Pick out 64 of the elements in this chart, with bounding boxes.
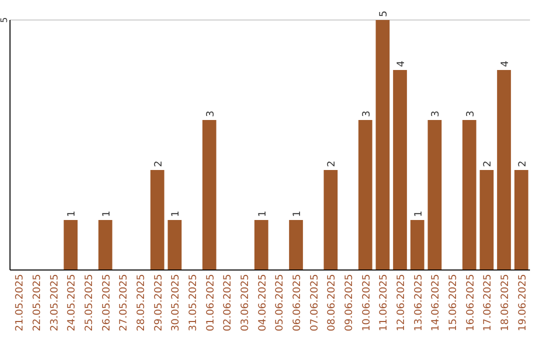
data-label: 1: [413, 210, 424, 217]
data-label: 5: [378, 10, 390, 17]
data-label: 4: [396, 60, 407, 67]
data-label: 2: [482, 160, 494, 167]
bar: [497, 70, 511, 270]
x-tick-label: 16.06.2025: [465, 274, 476, 332]
bar: [254, 220, 268, 270]
x-tick-label: 12.06.2025: [396, 274, 407, 332]
x-tick-label: 25.05.2025: [84, 274, 95, 332]
x-tick-label: 04.06.2025: [257, 274, 268, 332]
bar: [98, 220, 112, 270]
x-tick-label: 01.06.2025: [205, 274, 216, 332]
bar: [168, 220, 182, 270]
bar: [150, 170, 164, 270]
data-label: 1: [101, 210, 112, 217]
x-tick-label: 18.06.2025: [500, 274, 511, 332]
bar: [358, 120, 372, 270]
x-tick-label: 11.06.2025: [378, 274, 390, 332]
x-tick-label: 15.06.2025: [448, 274, 459, 332]
x-tick-label: 03.06.2025: [240, 274, 251, 332]
bar: [514, 170, 528, 270]
x-tick-label: 28.05.2025: [136, 274, 147, 332]
data-label: 3: [361, 110, 372, 117]
data-label: 3: [205, 110, 216, 117]
x-tick-label: 31.05.2025: [188, 274, 199, 332]
data-label: 3: [430, 110, 442, 117]
x-tick-label: 27.05.2025: [118, 274, 130, 332]
x-tick-label: 19.06.2025: [517, 274, 528, 332]
data-label: 2: [153, 160, 164, 167]
bar: [324, 170, 338, 270]
x-tick-label: 22.05.2025: [32, 274, 43, 332]
bar: [428, 120, 442, 270]
x-tick-label: 06.06.2025: [292, 274, 303, 332]
data-label: 1: [257, 210, 268, 217]
x-tick-label: 02.06.2025: [222, 274, 234, 332]
x-tick-label: 21.05.2025: [14, 274, 26, 332]
data-label: 1: [170, 210, 182, 217]
data-label: 1: [66, 210, 78, 217]
x-tick-label: 30.05.2025: [170, 274, 182, 332]
data-label: 3: [465, 110, 476, 117]
x-tick-label: 08.06.2025: [326, 274, 338, 332]
bar: [480, 170, 494, 270]
x-tick-label: 05.06.2025: [274, 274, 286, 332]
data-label: 4: [500, 60, 511, 67]
bar: [289, 220, 303, 270]
x-tick-label: 14.06.2025: [430, 274, 442, 332]
x-tick-label: 24.05.2025: [66, 274, 78, 332]
x-tick-label: 09.06.2025: [344, 274, 355, 332]
x-tick-label: 13.06.2025: [413, 274, 424, 332]
x-tick-label: 23.05.2025: [49, 274, 60, 332]
x-tick-label: 10.06.2025: [361, 274, 372, 332]
x-tick-label: 07.06.2025: [309, 274, 320, 332]
data-label: 2: [326, 160, 338, 167]
bar: [393, 70, 407, 270]
bar: [64, 220, 78, 270]
x-tick-label: 17.06.2025: [482, 274, 494, 332]
bar: [462, 120, 476, 270]
data-label: 1: [292, 210, 303, 217]
bar: [202, 120, 216, 270]
bar: [410, 220, 424, 270]
x-tick-label: 29.05.2025: [153, 274, 164, 332]
bar: [376, 20, 390, 270]
data-label: 2: [517, 160, 528, 167]
x-tick-label: 26.05.2025: [101, 274, 112, 332]
